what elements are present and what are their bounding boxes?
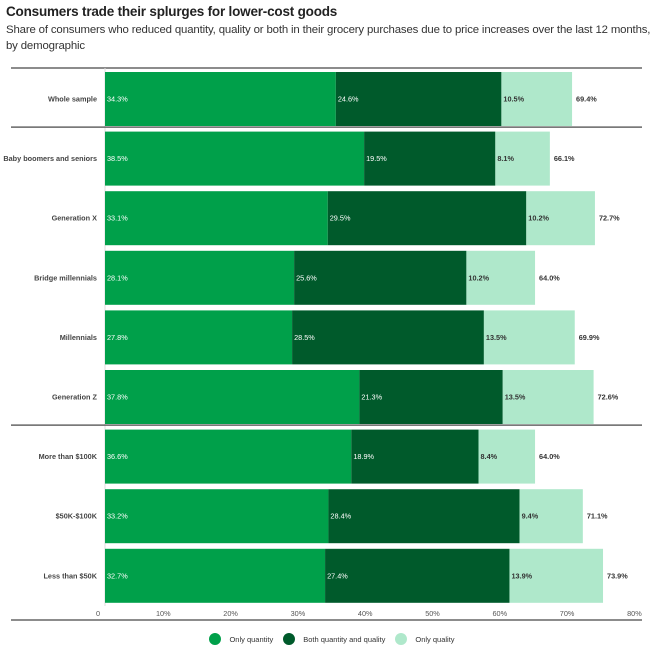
legend-label: Both quantity and quality [303,634,386,644]
data-label: 10.2% [528,214,549,223]
category-label: Generation X [52,214,98,223]
x-tick-label: 30% [291,609,306,618]
legend-swatch-both [283,633,296,645]
data-label: 32.7% [107,571,128,580]
bar-segment-only-quality [526,191,595,246]
category-label: Generation Z [52,393,98,402]
x-tick-label: 60% [492,609,507,618]
bar-segment-both-quantity-and-quality [328,489,520,544]
bar-segment-only-quantity [105,72,336,126]
bar-segment-only-quality [509,548,604,603]
data-label: 19.5% [366,154,387,163]
data-label: 33.2% [107,512,128,521]
legend-swatch-only-quantity [209,633,222,645]
bar-segment-only-quantity [105,429,352,484]
bar-segment-both-quantity-and-quality [292,310,484,365]
x-tick-label: 80% [627,609,642,618]
category-label: Baby boomers and seniors [3,154,97,163]
category-label: Less than $50K [43,571,97,580]
data-label: 29.5% [330,214,351,223]
data-label: 33.1% [107,214,128,223]
data-label: 8.1% [497,154,514,163]
bar-segment-both-quantity-and-quality [351,429,479,484]
data-label: 28.4% [330,512,351,521]
total-label: 69.4% [576,95,597,104]
bar-segment-only-quality [478,429,536,484]
chart-title: Consumers trade their splurges for lower… [6,4,338,19]
total-label: 64.0% [539,452,560,461]
legend-item-only-quality[interactable]: Only quality [395,633,455,645]
legend-label: Only quantity [229,634,274,644]
legend-label: Only quality [415,634,455,644]
total-label: 72.6% [598,393,619,402]
bar-segment-both-quantity-and-quality [327,191,527,246]
data-label: 9.4% [522,512,539,521]
total-label: 73.9% [607,571,628,580]
legend-swatch-only-quality [395,633,408,645]
legend-item-both[interactable]: Both quantity and quality [283,633,385,645]
data-label: 10.5% [503,95,524,104]
x-tick-label: 20% [223,609,238,618]
x-tick-label: 50% [425,609,440,618]
data-label: 13.9% [511,571,532,580]
bar-segment-only-quality [502,370,594,424]
data-label: 38.5% [107,154,128,163]
legend-item-only-quantity[interactable]: Only quantity [209,633,273,645]
data-label: 25.6% [296,273,317,282]
legend: Only quantity Both quantity and quality … [0,633,666,645]
data-label: 37.8% [107,393,128,402]
x-tick-label: 0 [96,609,100,618]
bar-segment-only-quantity [105,310,293,365]
category-label: Bridge millennials [34,273,97,282]
data-label: 28.5% [294,333,315,342]
total-label: 66.1% [554,154,575,163]
bar-segment-only-quantity [105,489,329,544]
bar-segment-only-quantity [105,131,365,186]
data-label: 27.8% [107,333,128,342]
bar-segment-only-quantity [105,250,295,305]
data-label: 24.6% [338,95,359,104]
x-tick-label: 10% [156,609,171,618]
bar-segment-both-quantity-and-quality [364,131,496,186]
data-label: 21.3% [361,393,382,402]
category-label: More than $100K [39,452,98,461]
data-label: 36.6% [107,452,128,461]
stacked-bar-chart: Whole sample 34.3% 24.6% 10.5% 69.4% Baby boo… [3,67,642,621]
total-label: 72.7% [599,214,620,223]
data-label: 18.9% [353,452,374,461]
bar-segment-both-quantity-and-quality [325,548,510,603]
data-label: 27.4% [327,571,348,580]
bar-segment-only-quality [501,72,573,126]
data-label: 10.2% [468,273,489,282]
data-label: 34.3% [107,95,128,104]
bar-segment-only-quantity [105,370,360,424]
bar-segment-both-quantity-and-quality [359,370,503,424]
bar-segment-only-quality [495,131,550,186]
category-label: Whole sample [48,95,97,104]
bar-segment-only-quality [466,250,536,305]
category-label: $50K-$100K [56,512,98,521]
x-tick-label: 40% [358,609,373,618]
data-label: 8.4% [481,452,498,461]
bar-segment-only-quantity [105,191,328,246]
data-label: 13.5% [505,393,526,402]
x-tick-label: 70% [560,609,575,618]
bar-segment-only-quality [483,310,575,365]
category-label: Millennials [60,333,97,342]
bar-segment-both-quantity-and-quality [335,72,502,126]
total-label: 71.1% [587,512,608,521]
bar-segment-only-quality [519,489,583,544]
data-label: 28.1% [107,273,128,282]
total-label: 64.0% [539,273,560,282]
data-label: 13.5% [486,333,507,342]
bar-segment-both-quantity-and-quality [294,250,467,305]
total-label: 69.9% [579,333,600,342]
bar-segment-only-quantity [105,548,326,603]
chart-subtitle: Share of consumers who reduced quantity,… [6,24,651,52]
